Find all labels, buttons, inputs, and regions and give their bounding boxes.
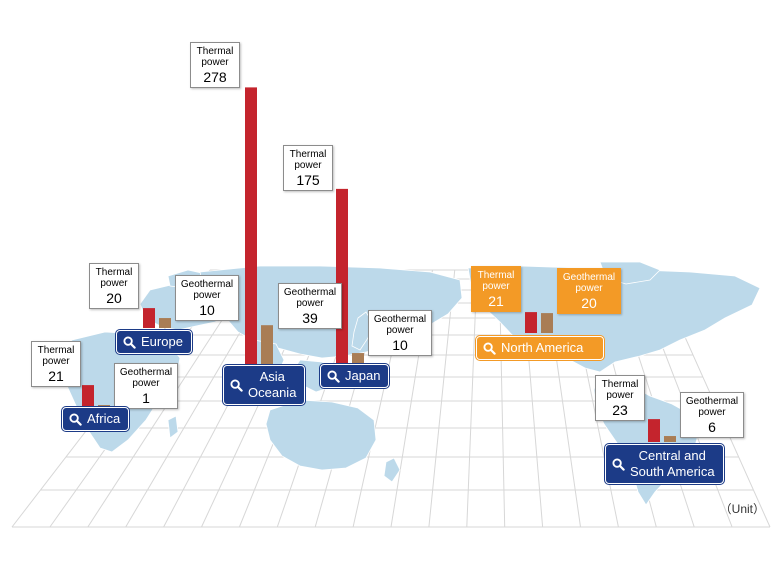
geothermal-label-europe: Geothermal power 10 <box>175 275 239 321</box>
geothermal-label-text: Geothermal power <box>283 287 337 309</box>
thermal-label-text: Thermal power <box>601 379 639 401</box>
geothermal-label-text: Geothermal power <box>119 367 173 389</box>
madagascar-land <box>167 415 179 439</box>
thermal-value: 20 <box>106 290 122 306</box>
thermal-label-africa: Thermal power 21 <box>31 341 81 387</box>
thermal-label-text: Thermal power <box>289 149 327 171</box>
bars <box>82 87 676 442</box>
geothermal-label-text: Geothermal power <box>373 314 427 336</box>
bar-geothermal-africa <box>98 405 110 406</box>
bar-thermal-africa <box>82 385 94 406</box>
search-icon <box>69 412 82 426</box>
geothermal-label-text: Geothermal power <box>562 272 616 294</box>
region-button-central-and-south-america[interactable]: Central and South America <box>605 444 724 484</box>
geothermal-label-north-america: Geothermal power 20 <box>557 268 621 314</box>
bar-thermal-japan <box>336 188 348 363</box>
thermal-label-europe: Thermal power 20 <box>89 263 139 309</box>
region-button-africa[interactable]: Africa <box>62 407 130 431</box>
bar-thermal-asia-oceania <box>245 87 257 364</box>
region-button-asia-oceania[interactable]: Asia Oceania <box>223 365 306 405</box>
search-icon <box>612 457 625 471</box>
thermal-label-text: Thermal power <box>37 345 75 367</box>
geothermal-value: 39 <box>302 310 318 326</box>
search-icon <box>483 341 496 355</box>
bar-geothermal-japan <box>352 353 364 363</box>
bar-geothermal-asia-oceania <box>261 325 273 364</box>
geothermal-value: 1 <box>142 390 150 406</box>
thermal-label-north-america: Thermal power 21 <box>471 266 521 312</box>
thermal-value: 21 <box>48 368 64 384</box>
region-button-label: Central and South America <box>630 448 715 479</box>
geothermal-label-central-and-south-america: Geothermal power 6 <box>680 392 744 438</box>
geothermal-value: 20 <box>581 295 597 311</box>
geothermal-label-asia-oceania: Geothermal power 39 <box>278 283 342 329</box>
thermal-label-text: Thermal power <box>196 46 234 68</box>
bar-geothermal-europe <box>159 318 171 328</box>
geothermal-value: 10 <box>199 302 215 318</box>
region-button-north-america[interactable]: North America <box>476 336 604 360</box>
bar-thermal-north-america <box>525 312 537 333</box>
search-icon <box>327 369 340 383</box>
geothermal-label-text: Geothermal power <box>180 279 234 301</box>
japan-land <box>351 311 373 351</box>
search-icon <box>123 335 136 349</box>
bar-geothermal-central-and-south-america <box>664 436 676 442</box>
grid-line-v <box>428 269 456 528</box>
geothermal-label-japan: Geothermal power 10 <box>368 310 432 356</box>
thermal-label-central-and-south-america: Thermal power 23 <box>595 375 645 421</box>
geothermal-label-text: Geothermal power <box>685 396 739 418</box>
thermal-value: 278 <box>203 69 227 85</box>
search-icon <box>230 378 243 392</box>
region-button-label: North America <box>501 340 584 355</box>
region-button-label: Japan <box>345 368 381 383</box>
region-button-japan[interactable]: Japan <box>320 364 390 388</box>
thermal-label-text: Thermal power <box>477 270 515 292</box>
bar-thermal-central-and-south-america <box>648 419 660 442</box>
region-button-label: Africa <box>87 411 121 426</box>
thermal-label-japan: Thermal power 175 <box>283 145 333 191</box>
australia-land <box>265 399 377 471</box>
region-button-label: Asia Oceania <box>248 369 297 400</box>
thermal-label-text: Thermal power <box>95 267 133 289</box>
new-zealand-land <box>383 457 401 483</box>
grid-line-v <box>466 269 478 528</box>
geothermal-label-africa: Geothermal power 1 <box>114 363 178 409</box>
thermal-value: 175 <box>296 172 320 188</box>
bar-geothermal-north-america <box>541 313 553 333</box>
thermal-value: 21 <box>488 293 504 309</box>
thermal-label-asia-oceania: Thermal power 278 <box>190 42 240 88</box>
bar-thermal-europe <box>143 308 155 328</box>
thermal-value: 23 <box>612 402 628 418</box>
region-button-label: Europe <box>141 334 183 349</box>
region-button-europe[interactable]: Europe <box>116 330 192 354</box>
geothermal-value: 10 <box>392 337 408 353</box>
unit-label: （Unit） <box>719 502 765 516</box>
geothermal-value: 6 <box>708 419 716 435</box>
